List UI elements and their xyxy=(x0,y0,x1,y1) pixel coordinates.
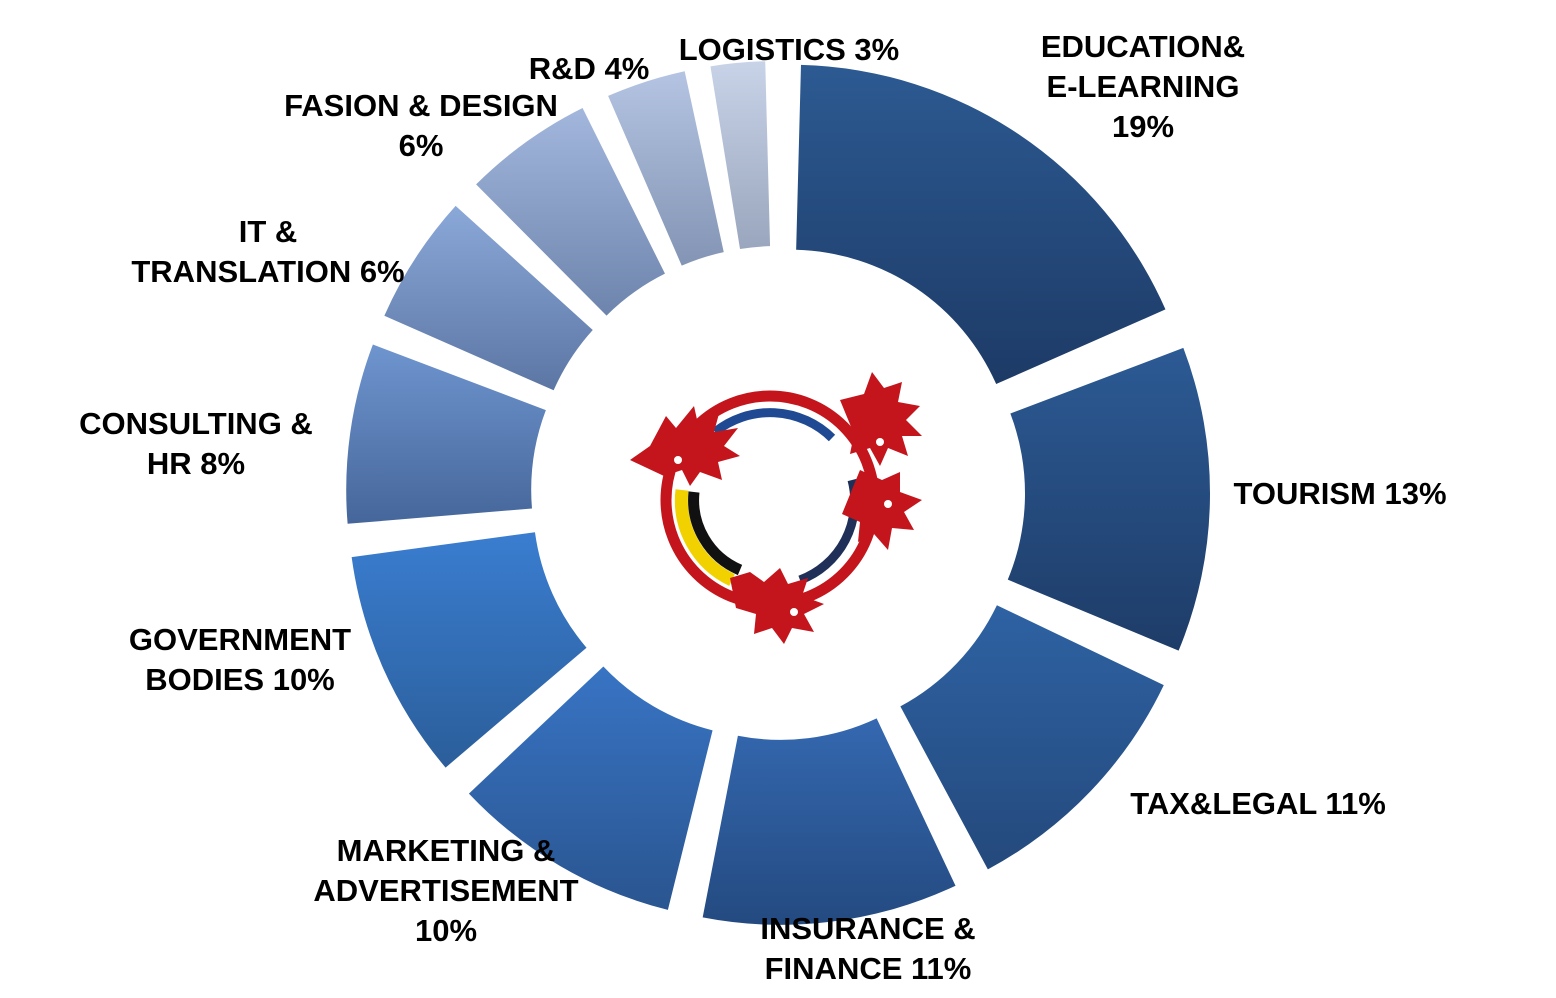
label-education-and-e-learning: EDUCATION& E-LEARNING 19% xyxy=(1041,29,1245,144)
label-it-and-translation: IT & TRANSLATION 6% xyxy=(131,214,404,289)
label-consulting-and-hr: CONSULTING & HR 8% xyxy=(79,406,313,481)
label-line: LOGISTICS 3% xyxy=(679,32,899,67)
label-line: TOURISM 13% xyxy=(1233,476,1446,511)
dragon-ring-logo xyxy=(630,372,922,644)
label-insurance-and-finance: INSURANCE & FINANCE 11% xyxy=(760,911,975,986)
label-line: 19% xyxy=(1112,109,1174,144)
label-line: GOVERNMENT xyxy=(129,622,351,657)
label-line: IT & xyxy=(239,214,298,249)
label-marketing-and-advertisement: MARKETING & ADVERTISEMENT 10% xyxy=(313,833,578,948)
slice-government-bodies xyxy=(351,532,587,768)
label-line: R&D 4% xyxy=(529,51,650,86)
slice-marketing-and-advertisement xyxy=(468,666,713,910)
slice-consulting-and-hr xyxy=(346,344,546,524)
label-tourism: TOURISM 13% xyxy=(1233,476,1446,511)
label-line: MARKETING & xyxy=(337,833,556,868)
slice-tourism xyxy=(1007,347,1210,651)
label-line: HR 8% xyxy=(147,446,245,481)
label-line: CONSULTING & xyxy=(79,406,313,441)
slice-fasion-and-design xyxy=(476,108,665,316)
label-government-bodies: GOVERNMENT BODIES 10% xyxy=(129,622,351,697)
label-line: INSURANCE & xyxy=(760,911,975,946)
slice-r-and-d xyxy=(608,71,724,266)
label-fasion-and-design: FASION & DESIGN 6% xyxy=(284,88,558,163)
label-line: TRANSLATION 6% xyxy=(131,254,404,289)
slice-education-and-e-learning xyxy=(796,64,1166,385)
label-line: ADVERTISEMENT xyxy=(313,873,578,908)
label-tax-and-legal: TAX&LEGAL 11% xyxy=(1130,786,1386,821)
chart-labels: EDUCATION& E-LEARNING 19% TOURISM 13% TAX&LE… xyxy=(79,29,1446,986)
label-logistics: LOGISTICS 3% xyxy=(679,32,899,67)
chart-slices xyxy=(346,61,1210,925)
label-line: 6% xyxy=(399,128,444,163)
label-line: E-LEARNING xyxy=(1047,69,1240,104)
label-line: EDUCATION& xyxy=(1041,29,1245,64)
slice-insurance-and-finance xyxy=(702,718,956,925)
label-r-and-d: R&D 4% xyxy=(529,51,650,86)
label-line: BODIES 10% xyxy=(145,662,335,697)
label-line: TAX&LEGAL 11% xyxy=(1130,786,1386,821)
slice-tax-and-legal xyxy=(900,605,1164,870)
label-line: 10% xyxy=(415,913,477,948)
slice-it-and-translation xyxy=(384,205,593,391)
slice-logistics xyxy=(710,61,771,249)
label-line: FASION & DESIGN xyxy=(284,88,558,123)
label-line: FINANCE 11% xyxy=(765,951,972,986)
